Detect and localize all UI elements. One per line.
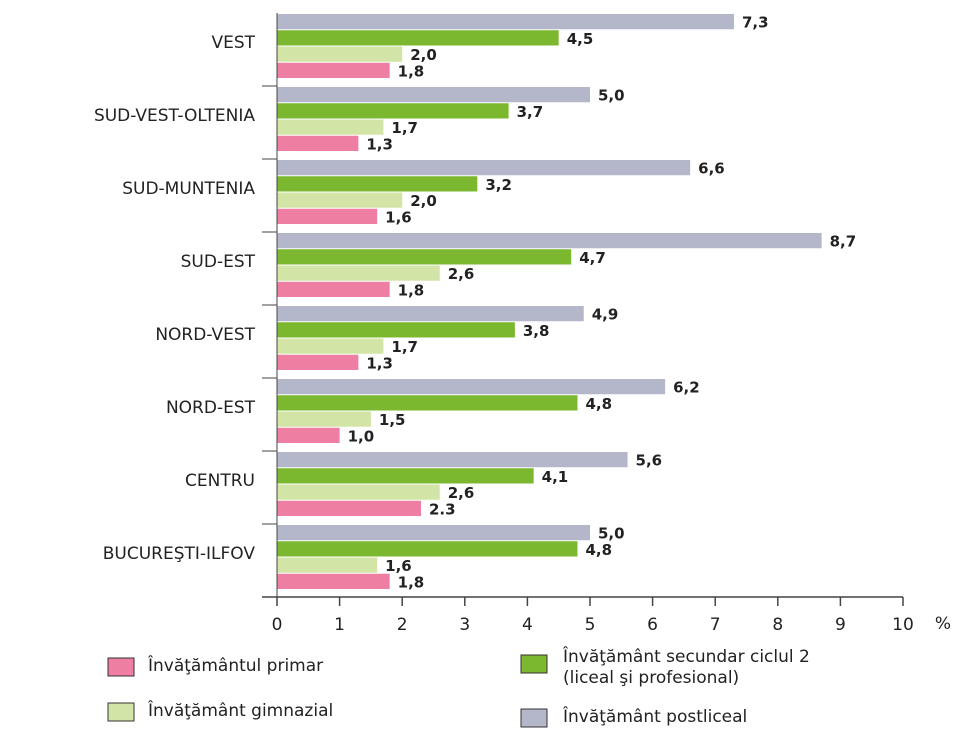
value-label: 8,7: [830, 233, 857, 251]
value-label: 4,1: [542, 468, 569, 486]
bar: [277, 46, 403, 62]
x-tick-label: 7: [710, 615, 721, 635]
x-tick-label: 4: [522, 615, 533, 635]
x-tick-label: 5: [585, 615, 596, 635]
bar: [277, 30, 559, 46]
value-label: 1,0: [348, 427, 375, 445]
legend-label: Învăţământ postliceal: [563, 707, 748, 727]
value-label: 1,5: [379, 411, 406, 429]
bar: [277, 306, 584, 322]
value-label: 3,7: [517, 103, 544, 121]
legend-label: Învăţământ gimnazial: [148, 701, 334, 721]
value-label: 5,6: [636, 452, 663, 470]
value-label: 2,6: [448, 265, 475, 283]
category-label: SUD-EST: [181, 252, 256, 272]
category-label: VEST: [211, 33, 255, 53]
category-label: SUD-MUNTENIA: [122, 179, 255, 199]
bar: [277, 452, 628, 468]
value-label: 6,2: [673, 379, 700, 397]
value-label: 1,8: [398, 62, 425, 80]
x-tick-label: 2: [397, 615, 408, 635]
value-label: 1,8: [398, 573, 425, 591]
value-label: 6,6: [698, 160, 725, 178]
bar: [277, 500, 421, 516]
value-label: 1,7: [391, 338, 418, 356]
bar: [277, 135, 359, 151]
value-label: 2,0: [410, 192, 437, 210]
value-label: 3,2: [485, 176, 512, 194]
bar: [277, 322, 515, 338]
bar: [277, 354, 359, 370]
x-tick-label: 8: [772, 615, 783, 635]
value-label: 1,7: [391, 119, 418, 137]
value-label: 5,0: [598, 87, 625, 105]
bar: [277, 557, 378, 573]
x-tick-label: 6: [647, 615, 658, 635]
category-label: NORD-EST: [166, 398, 256, 418]
bar: [277, 176, 478, 192]
bar: [277, 427, 340, 443]
legend-label: Învăţământul primar: [148, 656, 324, 676]
category-label: SUD-VEST-OLTENIA: [94, 106, 255, 126]
x-tick-label: 10: [892, 615, 914, 635]
bar: [277, 103, 509, 119]
bar: [277, 14, 734, 30]
value-label: 4,7: [579, 249, 606, 267]
bar: [277, 160, 691, 176]
legend-label: Învăţământ secundar ciclul 2 (liceal şi …: [563, 647, 810, 688]
bar: [277, 87, 590, 103]
value-label: 5,0: [598, 525, 625, 543]
value-label: 4,5: [567, 30, 594, 48]
value-label: 1,8: [398, 281, 425, 299]
value-label: 2,6: [448, 484, 475, 502]
value-label: 7,3: [742, 14, 769, 32]
category-label: BUCUREŞTI-ILFOV: [103, 544, 256, 564]
bar: [277, 233, 822, 249]
legend-swatch: [107, 702, 135, 722]
x-axis-label: %: [935, 614, 951, 634]
value-label: 4,8: [585, 541, 612, 559]
bar: [277, 573, 390, 589]
value-label: 2.3: [429, 500, 456, 518]
x-tick-label: 1: [334, 615, 345, 635]
legend-swatch: [520, 708, 548, 728]
bar: [277, 119, 384, 135]
bar: [277, 484, 440, 500]
bar: [277, 208, 378, 224]
category-label: CENTRU: [185, 471, 255, 491]
legend-swatch: [107, 657, 135, 677]
bar: [277, 395, 578, 411]
bar: [277, 265, 440, 281]
value-label: 4,8: [585, 395, 612, 413]
value-label: 2,0: [410, 46, 437, 64]
bar: [277, 379, 666, 395]
bar: [277, 468, 534, 484]
value-label: 3,8: [523, 322, 550, 340]
value-label: 1,6: [385, 557, 412, 575]
value-label: 1,6: [385, 208, 412, 226]
bar: [277, 192, 403, 208]
bar: [277, 62, 390, 78]
x-tick-label: 9: [835, 615, 846, 635]
bar: [277, 411, 371, 427]
value-label: 4,9: [592, 306, 619, 324]
category-label: NORD-VEST: [155, 325, 255, 345]
value-label: 1,3: [366, 135, 393, 153]
bar: [277, 338, 384, 354]
bar: [277, 281, 390, 297]
value-label: 1,3: [366, 354, 393, 372]
x-tick-label: 3: [459, 615, 470, 635]
bar: [277, 249, 572, 265]
legend-swatch: [520, 654, 548, 674]
bar: [277, 541, 578, 557]
bar: [277, 525, 590, 541]
x-tick-label: 0: [272, 615, 283, 635]
